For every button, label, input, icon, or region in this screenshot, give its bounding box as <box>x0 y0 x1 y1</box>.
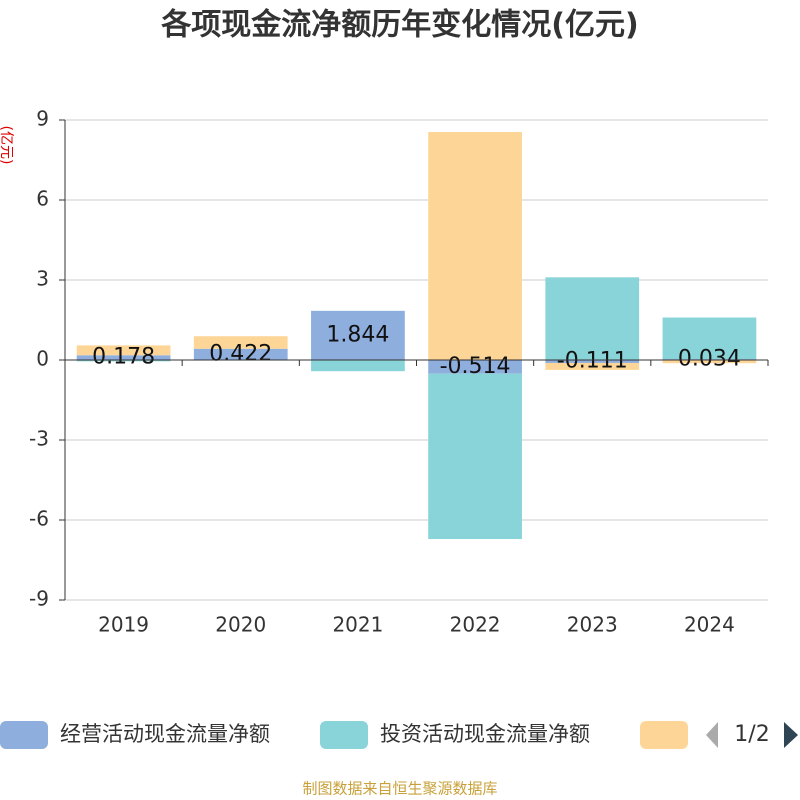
x-tick-label: 2022 <box>450 613 501 637</box>
bar <box>662 317 757 360</box>
bar <box>545 362 640 370</box>
x-tick-label: 2021 <box>332 613 383 637</box>
chart-title: 各项现金流净额历年变化情况(亿元) <box>160 8 638 43</box>
y-tick-label: 9 <box>36 107 49 131</box>
x-tick-label: 2023 <box>567 613 618 637</box>
x-tick-label: 2020 <box>215 613 266 637</box>
x-tick-label: 2024 <box>684 613 735 637</box>
data-label: 0.178 <box>92 345 155 370</box>
legend-label: 投资活动现金流量净额 <box>380 722 590 746</box>
bar <box>545 360 640 363</box>
legend-swatch <box>320 721 368 749</box>
bar <box>662 360 757 364</box>
legend-label: 经营活动现金流量净额 <box>60 722 270 746</box>
data-label: 0.034 <box>678 347 741 372</box>
bar <box>428 132 522 360</box>
bar <box>193 336 288 349</box>
data-label: 0.422 <box>209 341 272 366</box>
legend-swatch <box>0 721 48 749</box>
bar <box>193 348 288 360</box>
y-tick-label: -9 <box>29 587 49 611</box>
bar <box>428 373 522 540</box>
data-label: -0.514 <box>440 354 511 379</box>
y-tick-label: 3 <box>36 267 49 291</box>
data-label: -0.111 <box>557 348 628 373</box>
bar <box>76 360 171 362</box>
bar <box>428 360 522 374</box>
legend-prev[interactable] <box>706 722 718 748</box>
legend-page: 1/2 <box>734 722 769 747</box>
bar <box>311 310 405 360</box>
legend-next[interactable] <box>784 722 798 748</box>
data-label: 1.844 <box>326 322 389 347</box>
y-tick-label: -6 <box>29 507 49 531</box>
bar <box>76 345 171 356</box>
bar <box>545 277 640 360</box>
legend-swatch <box>640 721 688 749</box>
bar <box>76 355 171 360</box>
bar <box>311 360 405 372</box>
y-tick-label: 0 <box>36 347 49 371</box>
x-tick-label: 2019 <box>98 613 149 637</box>
y-tick-label: -3 <box>29 427 49 451</box>
y-axis-label: (亿元) <box>0 126 14 165</box>
footer: 制图数据来自恒生聚源数据库 <box>302 780 497 798</box>
y-tick-label: 6 <box>36 187 49 211</box>
